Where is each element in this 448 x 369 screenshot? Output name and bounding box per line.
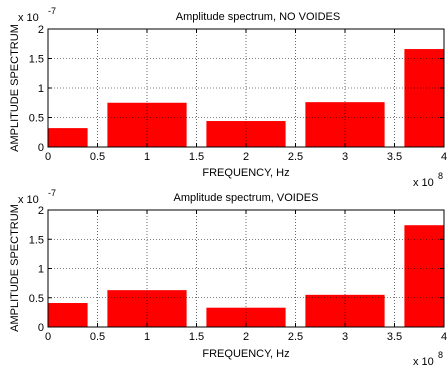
x-tick-label: 0.5 xyxy=(90,151,105,163)
y-tick-label: 1 xyxy=(38,83,44,95)
x-tick-label: 0.5 xyxy=(90,331,105,343)
x-tick-label: 3.5 xyxy=(387,331,402,343)
bar: 1: 0.63 xyxy=(107,290,187,327)
y-exponent-power: -7 xyxy=(48,6,56,16)
chart-panel-voids: Amplitude spectrum, VOIDES x 10 -7 AMPLI… xyxy=(9,188,447,368)
x-tick-label: 1 xyxy=(144,151,150,163)
x-tick-label: 3 xyxy=(342,331,348,343)
bar: 0: 0.32 xyxy=(48,128,88,147)
x-exponent-base: x 10 xyxy=(413,177,434,189)
x-axis-title: FREQUENCY, Hz xyxy=(202,167,289,179)
x-tick-label: 4 xyxy=(441,151,447,163)
plot-area: 0: 0.321: 0.752: 0.443: 0.764: 1.660 0.5 1… xyxy=(29,24,447,163)
x-tick-label: 3.5 xyxy=(387,151,402,163)
chart-panel-no-voids: Amplitude spectrum, NO VOIDES x 10 -7 AM… xyxy=(9,6,447,189)
x-tick-label: 2 xyxy=(243,331,249,343)
x-tick-label: 2 xyxy=(243,151,249,163)
y-axis-title: AMPLITUDE SPECTRUM xyxy=(9,24,21,152)
x-tick-label: 0 xyxy=(45,151,51,163)
y-tick-label: 1.5 xyxy=(29,234,44,246)
bar: 3: 0.55 xyxy=(305,294,385,327)
x-tick-label: 1.5 xyxy=(189,331,204,343)
x-exponent-power: 8 xyxy=(438,171,443,181)
x-tick-label: 0 xyxy=(45,331,51,343)
bar: 0: 0.41 xyxy=(48,303,88,327)
chart-title: Amplitude spectrum, NO VOIDES xyxy=(176,11,340,23)
y-tick-label: 2 xyxy=(38,24,44,36)
y-tick-label: 1.5 xyxy=(29,54,44,66)
y-exponent-power: -7 xyxy=(48,188,56,198)
x-tick-label: 1 xyxy=(144,331,150,343)
bar: 4: 1.74 xyxy=(404,225,444,327)
y-tick-label: 0.5 xyxy=(29,293,44,305)
bar: 2: 0.33 xyxy=(206,307,286,327)
x-exponent-power: 8 xyxy=(438,350,443,360)
y-exponent-base: x 10 xyxy=(18,194,39,206)
x-tick-label: 3 xyxy=(342,151,348,163)
chart-title: Amplitude spectrum, VOIDES xyxy=(174,192,319,204)
y-tick-label: 0 xyxy=(38,142,44,154)
x-axis-title: FREQUENCY, Hz xyxy=(202,348,289,360)
x-tick-label: 4 xyxy=(441,331,447,343)
x-tick-label: 1.5 xyxy=(189,151,204,163)
bar: 4: 1.66 xyxy=(404,49,444,148)
x-exponent-base: x 10 xyxy=(413,356,434,368)
y-tick-label: 2 xyxy=(38,205,44,217)
bar: 3: 0.76 xyxy=(305,102,385,147)
x-tick-label: 2.5 xyxy=(288,151,303,163)
y-exponent-base: x 10 xyxy=(18,12,39,24)
plot-area: 0: 0.41 1: 0.63 2: 0.33 3: 0.55 4: 1.74 0 0.5 1… xyxy=(29,205,447,343)
x-tick-label: 2.5 xyxy=(288,331,303,343)
y-axis-title: AMPLITUDE SPECTRUM xyxy=(9,204,21,332)
y-tick-label: 0 xyxy=(38,322,44,334)
y-tick-label: 1 xyxy=(38,264,44,276)
y-tick-label: 0.5 xyxy=(29,113,44,125)
